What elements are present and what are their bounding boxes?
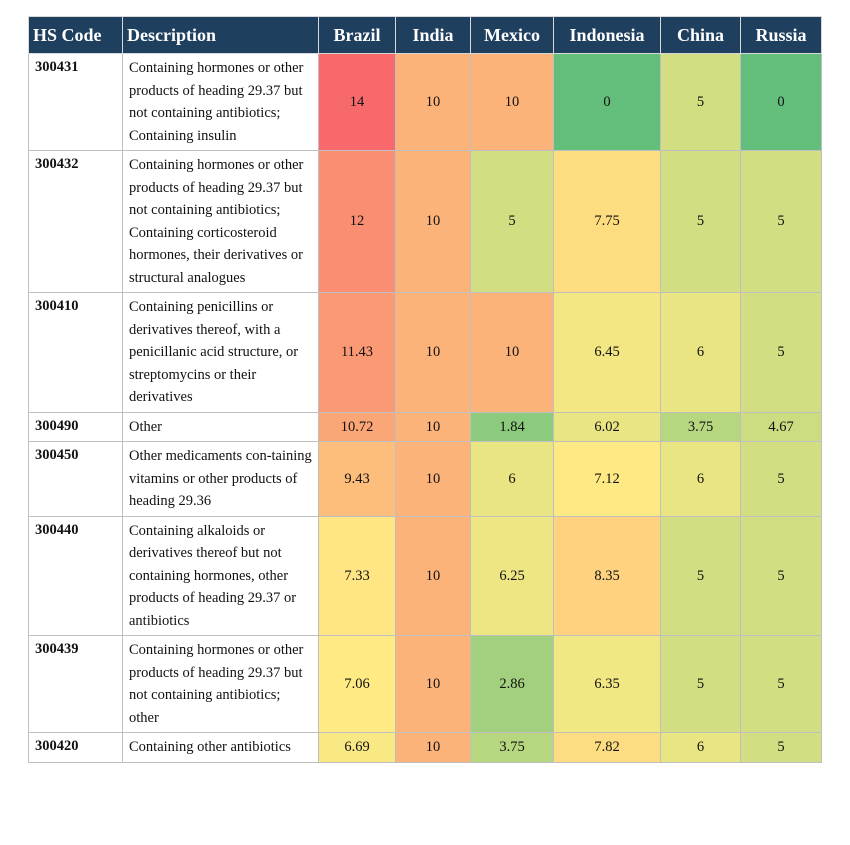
tariff-value: 10	[395, 515, 471, 636]
column-header: China	[660, 16, 741, 54]
tariff-value: 12	[318, 150, 396, 293]
column-header: Brazil	[318, 16, 396, 54]
tariff-value: 10	[395, 292, 471, 413]
tariff-value: 7.82	[553, 732, 661, 763]
hs-code: 300420	[28, 732, 123, 763]
tariff-value: 6.45	[553, 292, 661, 413]
tariff-value: 3.75	[470, 732, 554, 763]
tariff-value: 5	[660, 515, 741, 636]
description: Containing alkaloids or derivatives ther…	[122, 515, 319, 636]
tariff-value: 0	[553, 53, 661, 151]
tariff-value: 4.67	[740, 411, 822, 442]
tariff-value: 10	[470, 292, 554, 413]
tariff-value: 1.84	[470, 411, 554, 442]
tariff-value: 6	[660, 292, 741, 413]
description: Containing other antibiotics	[122, 732, 319, 763]
column-header: India	[395, 16, 471, 54]
column-header: Mexico	[470, 16, 554, 54]
tariff-value: 6	[660, 441, 741, 517]
table-row: 300420 Containing other antibiotics 6.69 10…	[28, 732, 822, 763]
description: Containing hormones or other products of…	[122, 53, 319, 151]
tariff-value: 7.75	[553, 150, 661, 293]
tariff-value: 5	[660, 635, 741, 733]
tariff-value: 6.35	[553, 635, 661, 733]
tariff-value: 5	[740, 515, 822, 636]
table-row: 300431 Containing hormones or other produ…	[28, 53, 822, 151]
tariff-value: 10	[395, 635, 471, 733]
tariff-value: 5	[660, 150, 741, 293]
tariff-value: 5	[660, 53, 741, 151]
tariff-value: 5	[740, 732, 822, 763]
tariff-value: 5	[740, 292, 822, 413]
tariff-value: 6	[470, 441, 554, 517]
hs-code: 300450	[28, 441, 123, 517]
tariff-value: 6	[660, 732, 741, 763]
column-header: Russia	[740, 16, 822, 54]
tariff-value: 7.06	[318, 635, 396, 733]
tariff-value: 7.33	[318, 515, 396, 636]
tariff-value: 10	[470, 53, 554, 151]
hs-code: 300439	[28, 635, 123, 733]
tariff-value: 6.25	[470, 515, 554, 636]
hs-code: 300440	[28, 515, 123, 636]
tariff-value: 10	[395, 441, 471, 517]
tariff-value: 5	[740, 441, 822, 517]
tariff-value: 9.43	[318, 441, 396, 517]
table-row: 300450 Other medicaments con-taining vita…	[28, 441, 822, 517]
tariff-value: 11.43	[318, 292, 396, 413]
hs-code: 300432	[28, 150, 123, 293]
hs-code: 300431	[28, 53, 123, 151]
tariff-value: 2.86	[470, 635, 554, 733]
tariff-value: 10.72	[318, 411, 396, 442]
table-row: 300432 Containing hormones or other produ…	[28, 150, 822, 293]
tariff-value: 7.12	[553, 441, 661, 517]
description: Other medicaments con-taining vitamins o…	[122, 441, 319, 517]
table-row: 300440 Containing alkaloids or derivative…	[28, 515, 822, 636]
tariff-value: 10	[395, 732, 471, 763]
tariff-value: 5	[470, 150, 554, 293]
table-row: 300490 Other 10.72 10 1.84 6.02 3.75 4.67	[28, 411, 822, 442]
tariff-value: 8.35	[553, 515, 661, 636]
tariff-value: 3.75	[660, 411, 741, 442]
header-row: HS Code Description Brazil India Mexico Indon…	[28, 16, 822, 54]
tariff-value: 10	[395, 411, 471, 442]
column-header: HS Code	[28, 16, 123, 54]
tariff-value: 5	[740, 635, 822, 733]
tariff-value: 6.69	[318, 732, 396, 763]
tariff-value: 0	[740, 53, 822, 151]
description: Containing hormones or other products of…	[122, 635, 319, 733]
table-body: 300431 Containing hormones or other produ…	[28, 53, 822, 763]
tariff-value: 10	[395, 150, 471, 293]
tariff-value: 10	[395, 53, 471, 151]
hs-code: 300490	[28, 411, 123, 442]
hs-code: 300410	[28, 292, 123, 413]
table-row: 300439 Containing hormones or other produ…	[28, 635, 822, 733]
tariff-table: HS Code Description Brazil India Mexico Indon…	[28, 16, 822, 763]
tariff-value: 14	[318, 53, 396, 151]
description: Containing penicillins or derivatives th…	[122, 292, 319, 413]
tariff-value: 6.02	[553, 411, 661, 442]
description: Containing hormones or other products of…	[122, 150, 319, 293]
column-header: Description	[122, 16, 319, 54]
column-header: Indonesia	[553, 16, 661, 54]
table-row: 300410 Containing penicillins or derivati…	[28, 292, 822, 413]
tariff-value: 5	[740, 150, 822, 293]
description: Other	[122, 411, 319, 442]
